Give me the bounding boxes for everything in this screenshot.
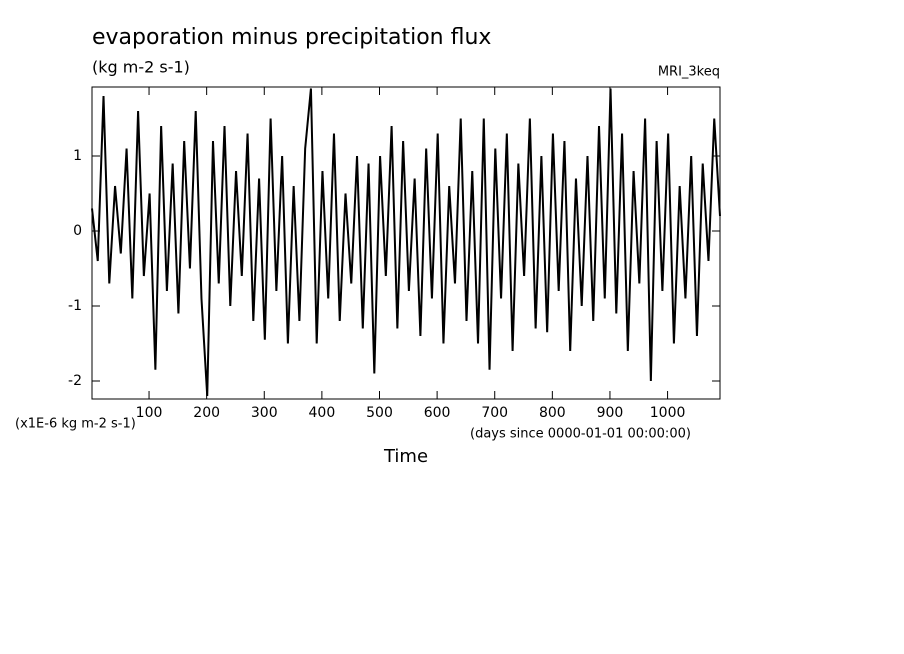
x-unit-label: (days since 0000-01-01 00:00:00) [470,427,691,442]
x-tick-label: 300 [251,405,278,421]
y-unit-label: (x1E-6 kg m-2 s-1) [15,417,136,432]
plot-frame [91,86,721,400]
chart-subtitle: (kg m-2 s-1) [92,58,190,77]
x-tick-label: 500 [366,405,393,421]
chart-title: evaporation minus precipitation flux [92,25,491,50]
x-tick-label: 1000 [650,405,686,421]
y-tick-label: -2 [68,373,82,389]
y-tick-label: 0 [73,223,82,239]
x-tick-label: 800 [539,405,566,421]
x-tick-label: 600 [424,405,451,421]
x-tick-label: 700 [481,405,508,421]
data-line [91,88,721,397]
x-tick-label: 100 [136,405,163,421]
x-tick-label: 900 [597,405,624,421]
y-tick-label: -1 [68,298,82,314]
y-tick-label: 1 [73,148,82,164]
x-tick-label: 200 [193,405,220,421]
x-tick-label: 400 [309,405,336,421]
source-label: MRI_3keq [658,65,720,80]
x-axis-title: Time [383,446,428,467]
